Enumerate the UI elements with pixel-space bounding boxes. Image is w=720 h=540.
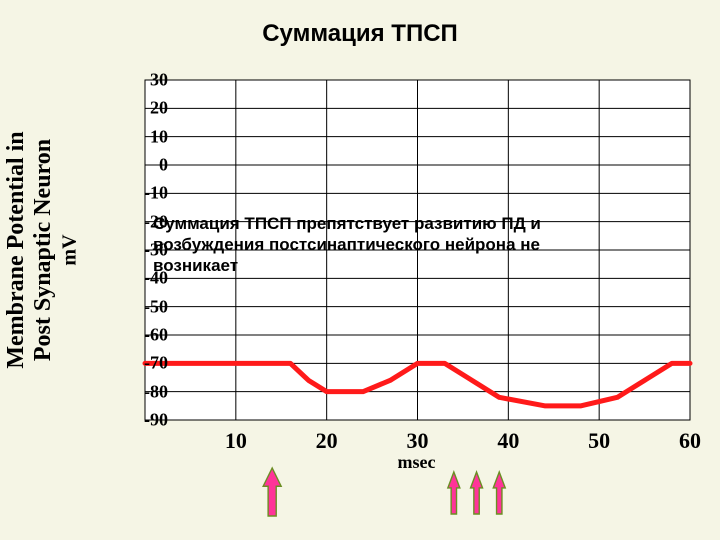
y-tick: -10 [144, 183, 168, 204]
x-tick: 40 [497, 428, 519, 454]
y-tick: 0 [159, 155, 168, 176]
x-tick: 20 [316, 428, 338, 454]
y-axis-label-line1: Membrane Potential in [3, 100, 30, 400]
y-tick: -30 [144, 240, 168, 261]
y-tick: -70 [144, 353, 168, 374]
y-tick: 20 [150, 98, 168, 119]
caption-line1: Суммация ТПСП препятствует развитию ПД и [153, 214, 541, 233]
y-tick: -20 [144, 211, 168, 232]
y-tick: -90 [144, 410, 168, 431]
y-tick: 30 [150, 70, 168, 91]
x-axis-label: msec [398, 452, 436, 473]
y-tick: -60 [144, 325, 168, 346]
x-tick: 30 [407, 428, 429, 454]
up-arrow-icon [493, 472, 505, 514]
chart-area: Суммация ТПСП препятствует развитию ПД и… [145, 80, 690, 420]
chart-caption: Суммация ТПСП препятствует развитию ПД и… [153, 213, 541, 277]
y-tick: 10 [150, 126, 168, 147]
y-tick: -40 [144, 268, 168, 289]
y-tick: -50 [144, 296, 168, 317]
y-axis-label: Membrane Potential in Post Synaptic Neur… [3, 100, 57, 400]
y-axis-unit: mV [59, 220, 82, 280]
x-tick: 50 [588, 428, 610, 454]
caption-line2: возбуждения постсинаптического нейрона н… [153, 235, 540, 254]
chart-title: Суммация ТПСП [262, 20, 458, 48]
x-tick: 60 [679, 428, 701, 454]
x-tick: 10 [225, 428, 247, 454]
up-arrow-icon [448, 472, 460, 514]
up-arrow-icon [471, 472, 483, 514]
y-tick: -80 [144, 381, 168, 402]
y-axis-label-line2: Post Synaptic Neuron [30, 100, 57, 400]
up-arrow-icon [263, 468, 281, 516]
